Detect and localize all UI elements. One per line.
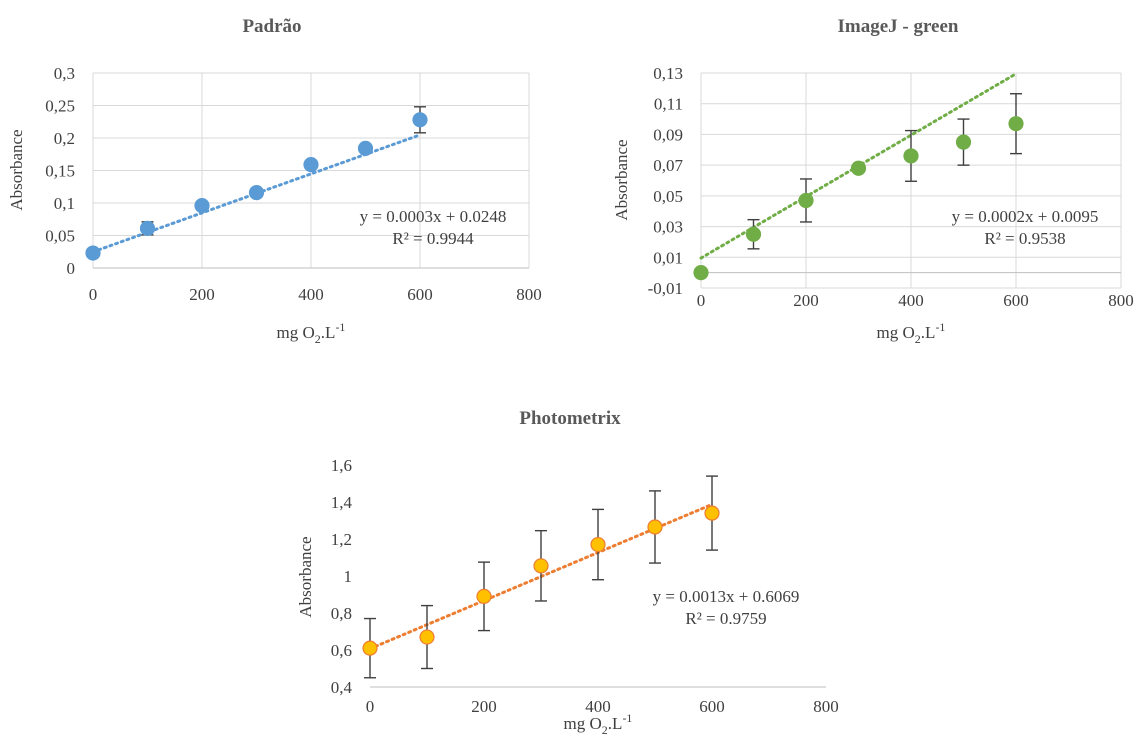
y-tick-label: 0,8 <box>331 604 352 623</box>
y-axis-label: Absorbance <box>612 139 631 220</box>
y-tick-label: -0,01 <box>648 279 683 298</box>
data-point <box>248 185 265 201</box>
x-axis-label-superscript: -1 <box>622 711 632 725</box>
y-tick-label: 0 <box>67 259 76 278</box>
data-point <box>85 245 101 261</box>
chart-title: Padrão <box>242 16 301 37</box>
x-axis-label-subscript: 2 <box>315 332 321 346</box>
y-tick-label: 0,05 <box>653 187 683 206</box>
data-point <box>357 140 374 156</box>
y-tick-label: 1,6 <box>331 456 352 475</box>
data-point <box>647 519 663 535</box>
x-tick-label: 400 <box>585 697 611 716</box>
y-tick-label: 0,3 <box>54 64 75 83</box>
data-point <box>419 629 435 645</box>
y-tick-label: 0,03 <box>653 218 683 237</box>
x-tick-label: 200 <box>793 291 819 310</box>
chart-title: Photometrix <box>519 408 621 429</box>
trendline-r2: R² = 0.9759 <box>685 609 766 628</box>
y-tick-label: 1,4 <box>331 493 353 512</box>
chart-photometrix: Photometrix 0,4 0,6 0,8 1 1,2 1,4 1,6 0 200 400 600… <box>296 408 839 735</box>
x-tick-label: 600 <box>699 697 725 716</box>
data-point <box>476 588 492 604</box>
data-point <box>704 505 720 521</box>
chart-padrao: Padrão 0 0,05 0,1 0,15 0,2 0,25 0,3 0 200 400 600 80… <box>7 16 542 346</box>
x-tick-label: 200 <box>189 285 215 304</box>
trendline-r2: R² = 0.9538 <box>984 229 1065 248</box>
data-point <box>303 157 319 173</box>
data-point <box>903 148 919 164</box>
x-axis-label-subscript: 2 <box>602 723 608 735</box>
x-axis-label-mid: .L <box>321 323 336 342</box>
x-axis-label-base: mg O <box>564 714 602 733</box>
data-point <box>362 640 378 656</box>
y-tick-label: 0,11 <box>654 95 683 114</box>
x-axis-label-base: mg O <box>877 323 915 342</box>
y-axis-label: Absorbance <box>296 536 315 617</box>
x-tick-label: 0 <box>697 291 706 310</box>
data-point <box>955 134 972 150</box>
x-tick-label: 0 <box>89 285 98 304</box>
x-axis-label-superscript: -1 <box>935 320 945 334</box>
data-point <box>693 265 709 281</box>
trendline-equation: y = 0.0013x + 0.6069 <box>653 587 800 606</box>
x-axis-label: mg O2.L-1 <box>564 711 633 735</box>
y-tick-label: 0,1 <box>54 194 75 213</box>
x-axis-label-mid: .L <box>921 323 936 342</box>
x-tick-label: 0 <box>366 697 375 716</box>
x-tick-label: 400 <box>898 291 924 310</box>
data-point <box>745 226 762 242</box>
x-tick-label: 400 <box>298 285 324 304</box>
data-point <box>1008 116 1024 132</box>
data-point <box>850 160 867 176</box>
x-axis-label: mg O2.L-1 <box>877 320 946 346</box>
trendline-equation: y = 0.0003x + 0.0248 <box>360 207 507 226</box>
data-point <box>139 220 156 236</box>
y-tick-label: 0,6 <box>331 641 352 660</box>
x-tick-label: 600 <box>407 285 433 304</box>
data-point <box>590 536 606 553</box>
x-axis-label-base: mg O <box>277 323 315 342</box>
x-axis-label: mg O2.L-1 <box>277 320 346 346</box>
x-tick-label: 800 <box>516 285 542 304</box>
x-axis-label-superscript: -1 <box>335 320 345 334</box>
trendline-equation: y = 0.0002x + 0.0095 <box>952 207 1099 226</box>
y-tick-label: 0,01 <box>653 248 683 267</box>
y-tick-label: 0,4 <box>331 678 353 697</box>
y-tick-label: 1,2 <box>331 530 352 549</box>
x-tick-label: 200 <box>471 697 497 716</box>
x-tick-label: 800 <box>1108 291 1134 310</box>
x-axis-label-subscript: 2 <box>915 332 921 346</box>
data-point <box>194 198 210 214</box>
y-tick-label: 0,07 <box>653 156 683 175</box>
y-tick-label: 1 <box>344 567 353 586</box>
y-axis-label: Absorbance <box>7 129 26 210</box>
y-tick-label: 0,25 <box>45 97 75 116</box>
trendline-r2: R² = 0.9944 <box>392 229 474 248</box>
y-tick-label: 0,05 <box>45 227 75 246</box>
chart-title: ImageJ - green <box>837 16 958 37</box>
y-tick-label: 0,15 <box>45 162 75 181</box>
y-tick-label: 0,2 <box>54 129 75 148</box>
data-point <box>533 558 549 574</box>
y-tick-label: 0,09 <box>653 125 683 144</box>
data-point <box>798 192 814 209</box>
chart-imagej-green: ImageJ - green -0,01 0,01 0,03 0,05 0,07 0,09 0… <box>612 16 1134 346</box>
data-point <box>412 112 428 128</box>
y-tick-label: 0,13 <box>653 64 683 83</box>
x-axis-label-mid: .L <box>608 714 623 733</box>
x-tick-label: 600 <box>1003 291 1029 310</box>
x-tick-label: 800 <box>813 697 839 716</box>
